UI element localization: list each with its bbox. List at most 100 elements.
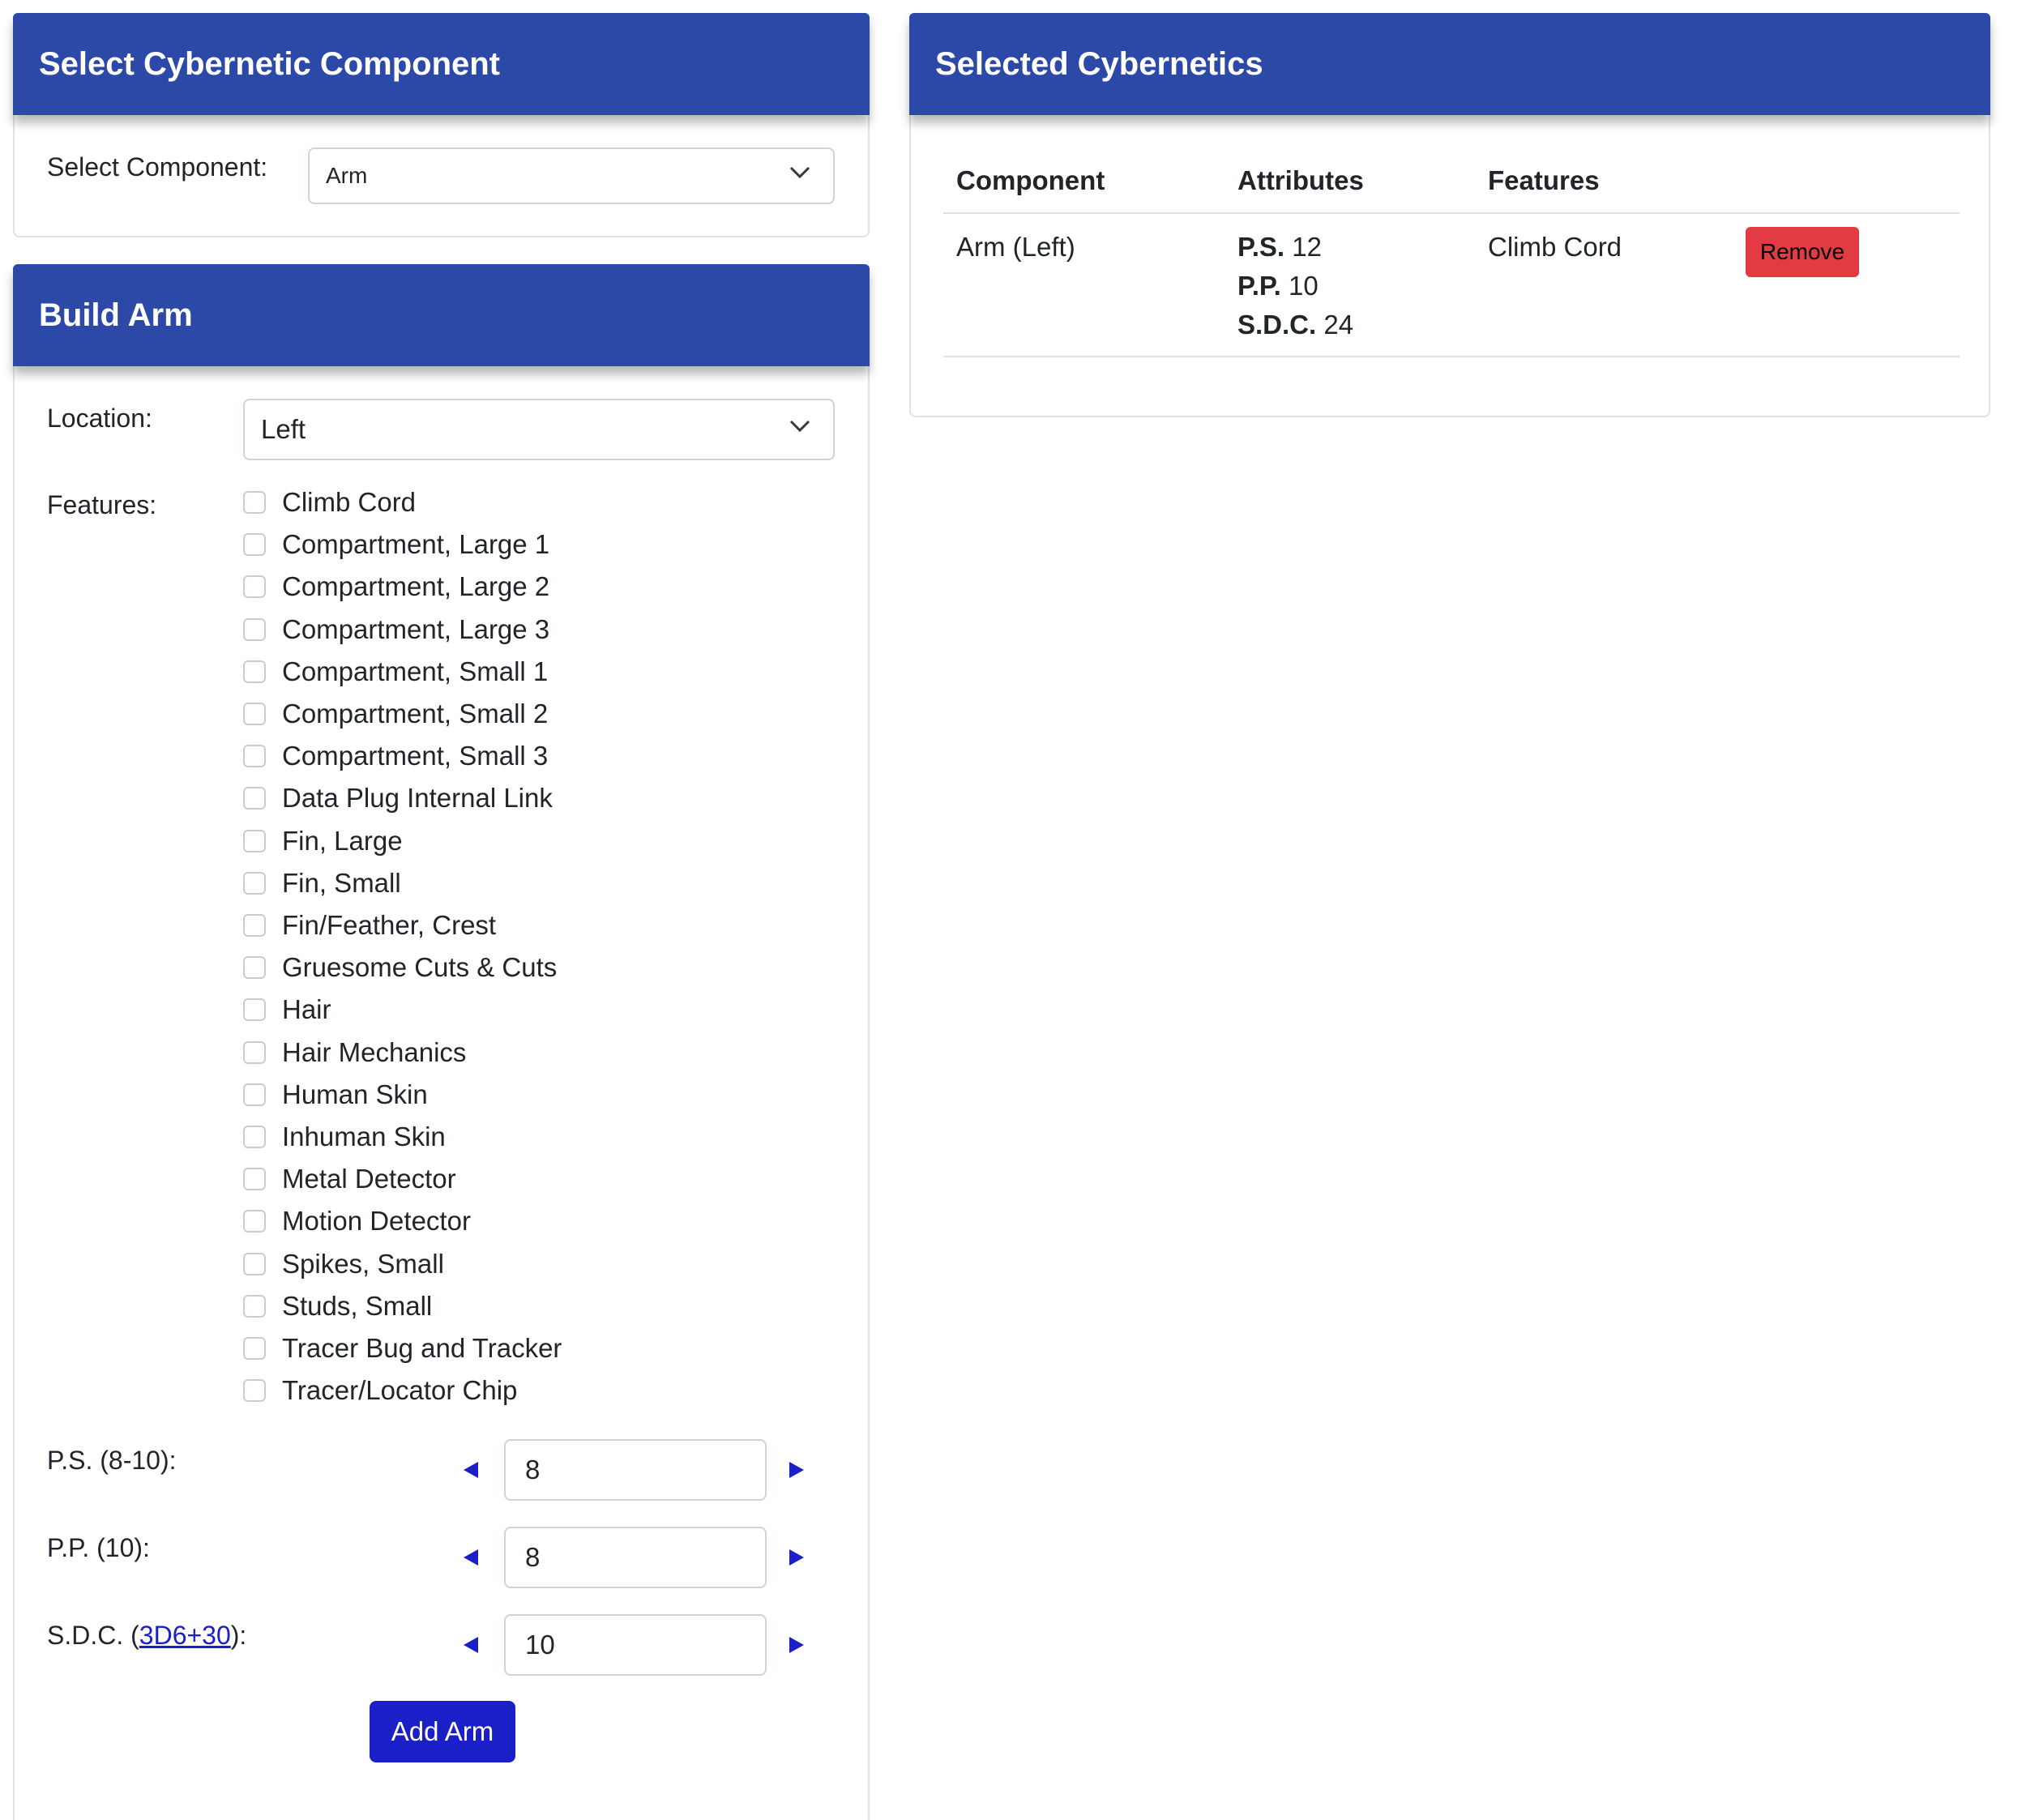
feature-checkbox[interactable] <box>243 533 266 557</box>
feature-option[interactable]: Fin, Small <box>243 867 401 899</box>
feature-option[interactable]: Compartment, Small 1 <box>243 656 548 688</box>
feature-option[interactable]: Fin, Large <box>243 825 403 857</box>
feature-option[interactable]: Motion Detector <box>243 1205 471 1237</box>
sdc-label-suffix: ): <box>230 1621 247 1650</box>
chevron-down-icon <box>789 166 810 179</box>
feature-checkbox[interactable] <box>243 575 266 599</box>
feature-checkbox[interactable] <box>243 1252 266 1275</box>
feature-checkbox[interactable] <box>243 956 266 980</box>
feature-label: Compartment, Large 2 <box>282 571 550 602</box>
feature-option[interactable]: Compartment, Large 1 <box>243 528 549 561</box>
decrement-arrow-icon[interactable] <box>462 1549 480 1566</box>
feature-checkbox[interactable] <box>243 1083 266 1106</box>
pp-label: P.P. (10): <box>47 1533 150 1562</box>
feature-option[interactable]: Studs, Small <box>243 1290 432 1322</box>
feature-label: Compartment, Large 1 <box>282 529 550 560</box>
select-component-label: Select Component: <box>47 152 268 182</box>
feature-label: Hair <box>282 994 331 1025</box>
feature-option[interactable]: Data Plug Internal Link <box>243 782 553 814</box>
sdc-label-prefix: S.D.C. ( <box>47 1621 139 1650</box>
feature-option[interactable]: Climb Cord <box>243 486 416 519</box>
feature-checkbox[interactable] <box>243 1168 266 1191</box>
feature-label: Data Plug Internal Link <box>282 783 553 814</box>
increment-arrow-icon[interactable] <box>788 1636 806 1654</box>
feature-label: Fin, Small <box>282 867 401 898</box>
feature-option[interactable]: Compartment, Small 2 <box>243 698 548 730</box>
table-row-divider <box>943 356 1960 357</box>
feature-option[interactable]: Compartment, Large 3 <box>243 613 549 646</box>
feature-option[interactable]: Inhuman Skin <box>243 1121 446 1153</box>
select-component-header: Select Cybernetic Component <box>13 13 870 115</box>
feature-checkbox[interactable] <box>243 703 266 725</box>
row-attr-ps: P.S. 12 <box>1237 232 1322 263</box>
feature-label: Tracer Bug and Tracker <box>282 1333 562 1363</box>
feature-label: Motion Detector <box>282 1206 471 1237</box>
select-component-title: Select Cybernetic Component <box>39 45 501 82</box>
feature-checkbox[interactable] <box>243 617 266 641</box>
feature-checkbox[interactable] <box>243 491 266 514</box>
add-arm-button[interactable]: Add Arm <box>370 1701 515 1762</box>
feature-label: Inhuman Skin <box>282 1121 446 1151</box>
remove-button[interactable]: Remove <box>1746 227 1859 277</box>
feature-label: Metal Detector <box>282 1164 456 1194</box>
feature-option[interactable]: Metal Detector <box>243 1163 456 1195</box>
location-select[interactable]: Left <box>243 399 835 460</box>
feature-option[interactable]: Gruesome Cuts & Cuts <box>243 951 557 984</box>
row-attr-sdc: S.D.C. 24 <box>1237 310 1353 340</box>
feature-option[interactable]: Hair <box>243 993 331 1026</box>
feature-checkbox[interactable] <box>243 660 266 683</box>
pp-input-value: 8 <box>525 1542 541 1572</box>
location-select-value: Left <box>261 414 306 444</box>
feature-checkbox[interactable] <box>243 829 266 852</box>
feature-label: Compartment, Small 1 <box>282 656 549 686</box>
feature-label: Hair Mechanics <box>282 1036 467 1067</box>
column-header-attributes: Attributes <box>1237 165 1364 195</box>
feature-option[interactable]: Compartment, Small 3 <box>243 740 548 772</box>
feature-checkbox[interactable] <box>243 745 266 768</box>
select-component-card: Select Cybernetic Component Select Compo… <box>13 13 870 237</box>
sdc-dice-link[interactable]: 3D6+30 <box>139 1621 231 1650</box>
pp-input[interactable]: 8 <box>504 1527 767 1588</box>
ps-input[interactable]: 8 <box>504 1439 767 1501</box>
feature-checkbox[interactable] <box>243 1294 266 1318</box>
feature-option[interactable]: Spikes, Small <box>243 1248 444 1280</box>
feature-option[interactable]: Compartment, Large 2 <box>243 570 549 603</box>
feature-checkbox[interactable] <box>243 914 266 937</box>
attr-sdc-key: S.D.C. <box>1237 310 1317 340</box>
feature-checkbox[interactable] <box>243 1126 266 1148</box>
component-select[interactable]: Arm <box>308 147 835 204</box>
feature-checkbox[interactable] <box>243 1337 266 1360</box>
feature-option[interactable]: Fin/Feather, Crest <box>243 909 496 942</box>
increment-arrow-icon[interactable] <box>788 1549 806 1566</box>
feature-option[interactable]: Tracer Bug and Tracker <box>243 1332 562 1365</box>
column-header-component: Component <box>956 165 1105 195</box>
selected-cybernetics-header: Selected Cybernetics <box>909 13 1990 115</box>
build-arm-card: Build Arm Location: Left Features: Climb… <box>13 264 870 1820</box>
attr-pp-key: P.P. <box>1237 271 1281 301</box>
increment-arrow-icon[interactable] <box>788 1461 806 1479</box>
feature-option[interactable]: Tracer/Locator Chip <box>243 1374 517 1407</box>
feature-checkbox[interactable] <box>243 998 266 1022</box>
feature-label: Fin/Feather, Crest <box>282 910 497 940</box>
feature-label: Gruesome Cuts & Cuts <box>282 952 558 983</box>
sdc-input[interactable]: 10 <box>504 1614 767 1676</box>
selected-cybernetics-card: Selected Cybernetics Component Attribute… <box>909 13 1990 417</box>
decrement-arrow-icon[interactable] <box>462 1461 480 1479</box>
feature-checkbox[interactable] <box>243 1210 266 1233</box>
feature-label: Spikes, Small <box>282 1248 444 1279</box>
feature-checkbox[interactable] <box>243 1040 266 1064</box>
feature-label: Compartment, Small 2 <box>282 699 549 728</box>
column-header-features: Features <box>1488 165 1600 195</box>
feature-label: Fin, Large <box>282 825 403 856</box>
feature-option[interactable]: Hair Mechanics <box>243 1036 466 1069</box>
feature-checkbox[interactable] <box>243 787 266 810</box>
feature-option[interactable]: Human Skin <box>243 1079 428 1111</box>
location-label: Location: <box>47 404 152 433</box>
feature-checkbox[interactable] <box>243 1379 266 1403</box>
decrement-arrow-icon[interactable] <box>462 1636 480 1654</box>
feature-label: Compartment, Small 3 <box>282 741 549 771</box>
chevron-down-icon <box>789 420 810 433</box>
build-arm-header: Build Arm <box>13 264 870 366</box>
row-component: Arm (Left) <box>956 232 1075 262</box>
feature-checkbox[interactable] <box>243 871 266 895</box>
